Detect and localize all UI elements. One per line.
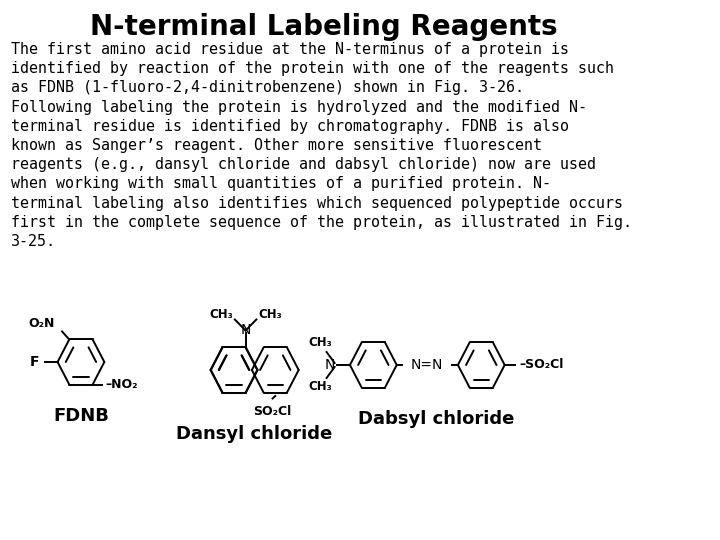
Text: N: N: [324, 358, 335, 372]
Text: Dansyl chloride: Dansyl chloride: [176, 425, 333, 443]
Text: –SO₂Cl: –SO₂Cl: [519, 359, 564, 372]
Text: FDNB: FDNB: [53, 407, 109, 425]
Text: F: F: [30, 355, 40, 369]
Text: N-terminal Labeling Reagents: N-terminal Labeling Reagents: [90, 13, 558, 41]
Text: CH₃: CH₃: [258, 308, 282, 321]
Text: Dabsyl chloride: Dabsyl chloride: [358, 410, 515, 428]
Text: The first amino acid residue at the N-terminus of a protein is
identified by rea: The first amino acid residue at the N-te…: [11, 42, 631, 249]
Text: CH₃: CH₃: [308, 381, 332, 394]
Text: CH₃: CH₃: [210, 308, 233, 321]
Text: O₂N: O₂N: [29, 317, 55, 330]
Text: CH₃: CH₃: [308, 336, 332, 349]
Text: N: N: [240, 323, 251, 338]
Text: SO₂Cl: SO₂Cl: [253, 405, 292, 418]
Text: –NO₂: –NO₂: [105, 378, 138, 391]
Text: N=N: N=N: [411, 358, 444, 372]
